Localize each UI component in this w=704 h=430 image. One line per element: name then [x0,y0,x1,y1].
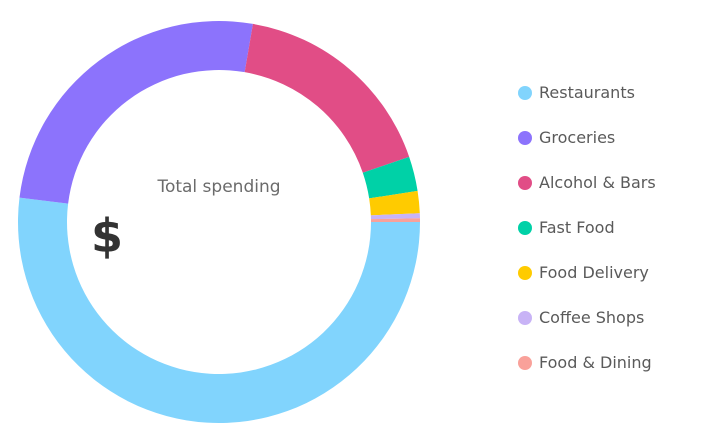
slice-fast-food[interactable] [362,156,418,199]
legend-item-alcohol-and-bars[interactable]: Alcohol & Bars [518,160,656,205]
legend-swatch [518,355,532,370]
legend-swatch [518,175,532,190]
legend-label: Restaurants [539,83,635,102]
legend-item-fast-food[interactable]: Fast Food [518,205,656,250]
slice-food-and-dining[interactable] [370,218,420,222]
donut-slices [17,20,420,424]
legend-swatch [518,310,532,325]
legend-swatch [518,220,532,235]
legend-swatch [518,130,532,145]
slice-coffee-shops[interactable] [370,213,420,220]
legend-swatch [518,265,532,280]
legend-item-restaurants[interactable]: Restaurants [518,70,656,115]
legend-label: Groceries [539,128,616,147]
legend-item-food-delivery[interactable]: Food Delivery [518,250,656,295]
legend-swatch [518,85,532,100]
slice-groceries[interactable] [19,20,253,204]
center-label: Total spending [156,177,280,197]
legend-label: Food Delivery [539,263,649,282]
legend-item-groceries[interactable]: Groceries [518,115,656,160]
legend-item-food-and-dining[interactable]: Food & Dining [518,340,656,385]
legend-item-coffee-shops[interactable]: Coffee Shops [518,295,656,340]
legend-label: Food & Dining [539,353,652,372]
slice-food-delivery[interactable] [369,190,420,216]
legend-label: Fast Food [539,218,615,237]
center-value: $ [91,209,123,263]
legend-label: Coffee Shops [539,308,645,327]
legend-label: Alcohol & Bars [539,173,656,192]
slice-alcohol-and-bars[interactable] [244,23,410,173]
slice-restaurants[interactable] [17,197,420,424]
chart-legend: Restaurants Groceries Alcohol & Bars Fast F… [518,70,656,385]
donut-chart: Total spending $ [17,20,420,424]
